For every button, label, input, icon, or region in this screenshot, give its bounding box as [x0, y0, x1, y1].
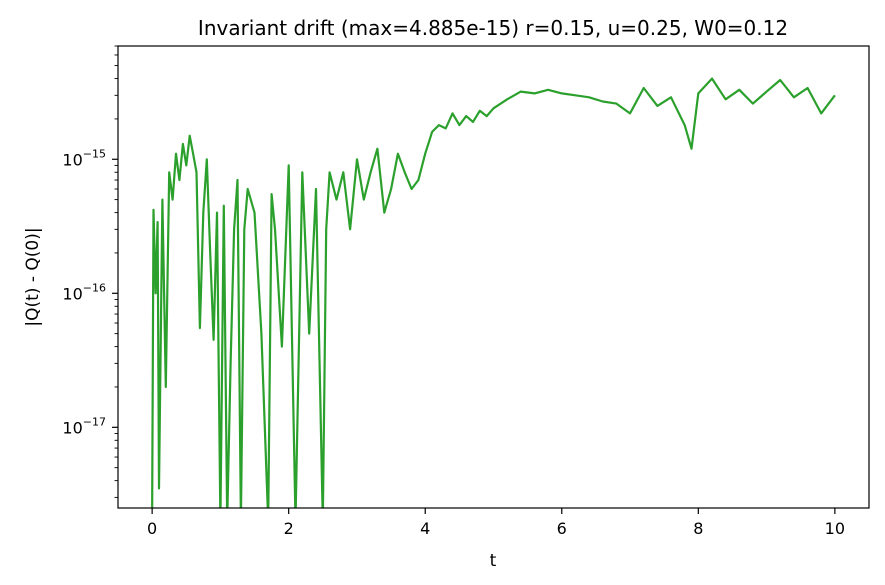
y-tick-label: 10−17: [62, 415, 106, 437]
x-tick-label: 8: [693, 519, 703, 538]
y-tick-label: 10−16: [62, 281, 106, 303]
x-tick-label: 10: [825, 519, 845, 538]
x-tick-label: 2: [284, 519, 294, 538]
chart-title: Invariant drift (max=4.885e-15) r=0.15, …: [198, 16, 788, 40]
x-tick-label: 4: [420, 519, 430, 538]
series-layer: [151, 77, 836, 508]
x-tick-label: 6: [557, 519, 567, 538]
series-line-1: [151, 77, 836, 508]
x-axis-label: t: [490, 551, 497, 571]
y-axis-ticks: 10−17 10−16 10−15: [62, 45, 118, 498]
x-tick-label: 0: [147, 519, 157, 538]
plot-frame: [117, 45, 870, 509]
y-tick-label: 10−15: [62, 147, 106, 169]
y-axis-label: |Q(t) - Q(0)|: [23, 227, 43, 326]
x-axis-ticks: 0 2 4 6 8 10: [147, 508, 845, 538]
